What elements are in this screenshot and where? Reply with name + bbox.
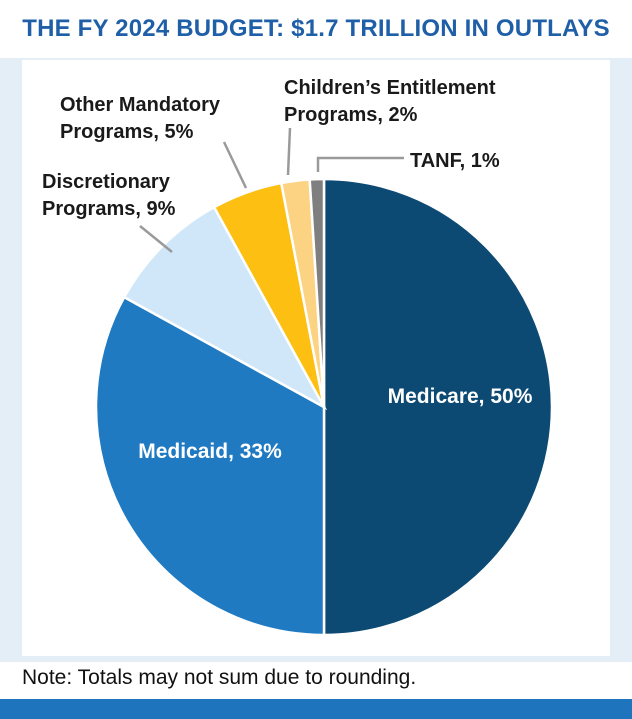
pie-chart: Medicare, 50% Medicaid, 33% Discretionary P… [42,77,554,637]
slice-label-1: Medicaid, 33% [138,440,282,463]
pie-slice-5 [308,177,326,408]
chart-area: Medicare, 50% Medicaid, 33% Discretionary P… [22,60,610,656]
pie-slice-0 [322,177,554,637]
chart-panel: Medicare, 50% Medicaid, 33% Discretionary P… [0,58,632,662]
slice-label-2: Discretionary Programs, 9% [42,171,176,220]
rounding-note: Note: Totals may not sum due to rounding… [22,666,417,689]
slice-label-3: Other Mandatory Programs, 5% [60,94,221,143]
chart-title: THE FY 2024 BUDGET: $1.7 TRILLION IN OUT… [22,15,610,42]
leader-line-4 [286,127,292,176]
pie-slice-1 [94,295,326,637]
slice-label-5: TANF, 1% [410,150,500,172]
slice-label-4: Children’s Entitlement Programs, 2% [284,77,496,126]
slice-label-0: Medicare, 50% [388,385,533,408]
leader-line-3 [222,141,248,189]
leader-line-2 [139,225,173,253]
footer-bar [0,699,632,719]
leader-line-5 [316,156,404,172]
